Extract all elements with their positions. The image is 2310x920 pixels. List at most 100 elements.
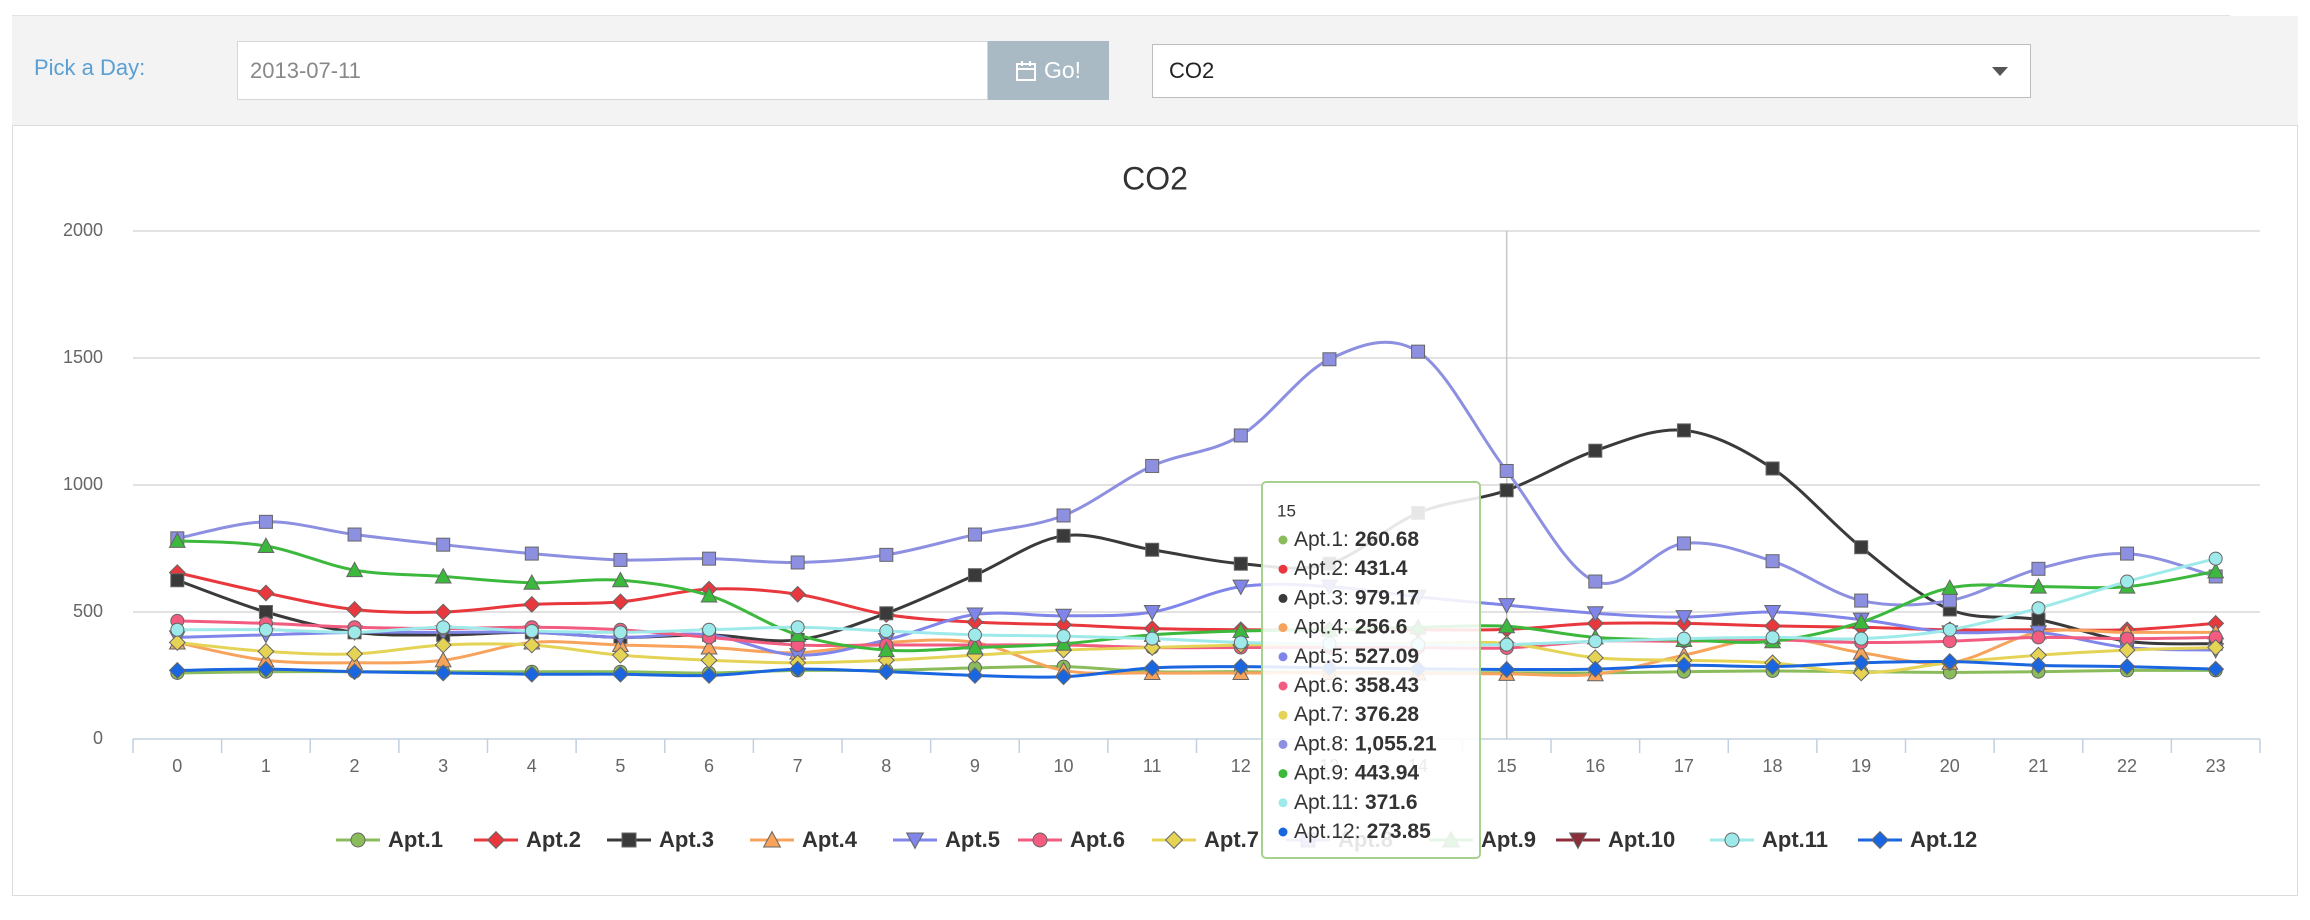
tooltip-row: Apt.5: 527.09: [1294, 644, 1419, 667]
legend-item[interactable]: Apt.3: [607, 827, 714, 852]
data-point: [1233, 428, 1248, 443]
tooltip-value: 376.28: [1355, 703, 1420, 726]
legend-label: Apt.3: [659, 827, 714, 852]
data-point: [1056, 508, 1071, 523]
tooltip-dot: [1278, 769, 1288, 779]
data-point: [611, 665, 629, 683]
tooltip-value: 443.94: [1355, 761, 1420, 784]
legend-symbol: [1724, 832, 1740, 848]
x-tick-label: 6: [704, 756, 714, 776]
data-point: [523, 595, 541, 613]
data-point: [434, 603, 452, 621]
data-point: [613, 552, 628, 567]
data-point: [966, 638, 984, 655]
data-point: [347, 625, 362, 640]
data-point: [1322, 352, 1337, 367]
date-input[interactable]: 2013-07-11: [237, 41, 988, 100]
legend-item[interactable]: Apt.7: [1152, 827, 1259, 852]
tooltip-name: Apt.1:: [1294, 528, 1349, 551]
data-point: [2031, 561, 2046, 576]
series-line: [177, 640, 2216, 675]
tooltip-value: 527.09: [1355, 644, 1419, 667]
legend-item[interactable]: Apt.1: [336, 827, 443, 852]
tooltip-dot: [1278, 593, 1288, 603]
x-tick-label: 5: [615, 756, 625, 776]
data-point: [1588, 634, 1603, 649]
x-tick-label: 22: [2117, 756, 2137, 776]
tooltip-value: 273.85: [1367, 820, 1432, 843]
data-point: [1941, 579, 1959, 595]
data-point: [1852, 654, 1870, 672]
legend-item[interactable]: Apt.5: [893, 827, 1000, 852]
data-point: [877, 641, 895, 658]
x-tick-label: 18: [1763, 756, 1783, 776]
data-point: [436, 620, 451, 635]
legend-label: Apt.7: [1204, 827, 1259, 852]
series-line: [177, 557, 2217, 647]
go-button[interactable]: Go!: [988, 41, 1109, 100]
data-point: [1941, 653, 1959, 671]
legend-label: Apt.11: [1762, 827, 1828, 852]
x-tick-label: 2: [350, 756, 360, 776]
x-tick-label: 9: [970, 756, 980, 776]
data-point: [1056, 528, 1071, 543]
data-point: [1588, 443, 1603, 458]
data-point: [1143, 659, 1161, 677]
legend-symbol: [1870, 830, 1890, 850]
caret: [1992, 67, 2008, 76]
x-tick-label: 11: [1143, 756, 1162, 776]
y-tick-label: 0: [93, 728, 103, 748]
tooltip-row: Apt.3: 979.17: [1294, 586, 1419, 609]
data-point: [1143, 605, 1161, 621]
data-point: [1232, 658, 1250, 676]
data-point: [879, 624, 894, 639]
data-point: [1499, 463, 1514, 478]
legend-symbol: [621, 832, 637, 848]
tooltip-row: Apt.8: 1,055.21: [1294, 732, 1437, 755]
legend-item[interactable]: Apt.12: [1858, 827, 1977, 852]
tooltip-dot: [1278, 681, 1288, 691]
tooltip-row: Apt.12: 273.85: [1294, 820, 1431, 843]
data-point: [2208, 551, 2223, 566]
legend-item[interactable]: Apt.2: [474, 827, 581, 852]
data-point: [967, 568, 982, 583]
legend-item[interactable]: Apt.10: [1556, 827, 1675, 852]
legend-symbol: [905, 832, 925, 850]
chart-title: CO2: [1122, 160, 1188, 196]
x-tick-label: 19: [1851, 756, 1871, 776]
data-point: [1056, 629, 1071, 644]
data-point: [789, 585, 807, 603]
tooltip-row: Apt.2: 431.4: [1294, 557, 1408, 580]
data-point: [1233, 635, 1248, 650]
legend-item[interactable]: Apt.6: [1018, 827, 1125, 852]
legend-label: Apt.5: [945, 827, 1000, 852]
data-point: [1764, 658, 1782, 676]
select-value: CO2: [1169, 58, 1215, 83]
legend-label: Apt.12: [1910, 827, 1977, 852]
data-point: [1055, 668, 1073, 686]
data-point: [2118, 641, 2136, 659]
legend-symbol: [1032, 832, 1048, 848]
x-tick-label: 12: [1231, 756, 1251, 776]
data-point: [168, 633, 186, 651]
tooltip-title: 15: [1277, 501, 1296, 520]
data-point: [1498, 598, 1516, 614]
data-point: [2207, 639, 2225, 657]
data-point: [966, 666, 984, 685]
legend-item[interactable]: Apt.11: [1710, 827, 1828, 852]
data-point: [2118, 658, 2136, 676]
data-point: [1145, 631, 1160, 646]
data-point: [700, 651, 718, 669]
data-point: [2207, 562, 2225, 579]
data-point: [967, 627, 982, 642]
tooltip-value: 371.6: [1365, 790, 1418, 813]
legend-item[interactable]: Apt.4: [750, 827, 858, 852]
tooltip-row: Apt.9: 443.94: [1294, 761, 1419, 784]
data-point: [2029, 577, 2048, 594]
metric-select[interactable]: CO2: [1152, 44, 2031, 98]
x-tick-label: 21: [2028, 756, 2048, 776]
tooltip-row: Apt.7: 376.28: [1294, 703, 1419, 726]
data-point: [702, 622, 717, 637]
